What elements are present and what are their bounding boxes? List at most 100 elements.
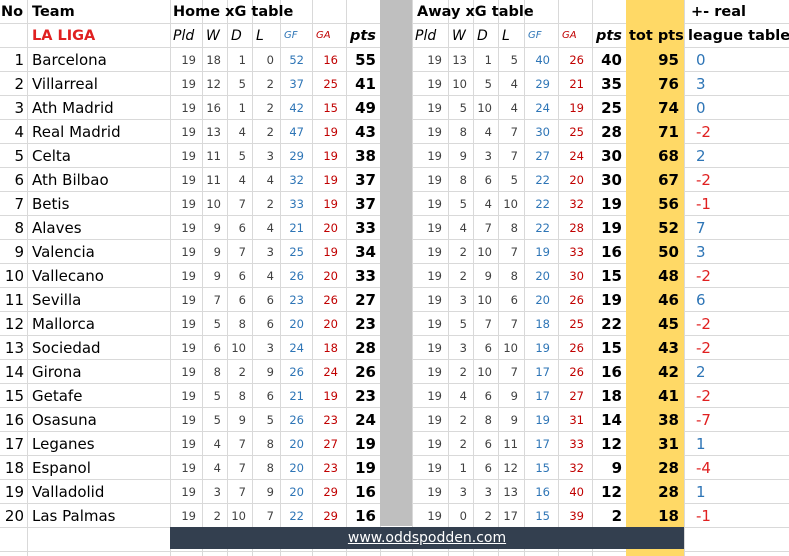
- away-gf-value: 16: [535, 485, 550, 499]
- away-pts-value: 28: [601, 123, 622, 141]
- away-pld-value: 19: [427, 269, 442, 283]
- away-pts-value: 12: [601, 483, 622, 501]
- home-ga-value: 18: [323, 341, 338, 355]
- home-pts-value: 37: [355, 171, 376, 189]
- away-gf-value: 17: [535, 437, 550, 451]
- home-w-value: 5: [213, 317, 221, 331]
- home-d-value: 9: [238, 413, 246, 427]
- home-l-value: 3: [266, 245, 274, 259]
- home-ga-value: 26: [323, 293, 338, 307]
- home-pld-header: Pld: [173, 28, 195, 44]
- away-ga-value: 25: [569, 317, 584, 331]
- home-ga-value: 19: [323, 149, 338, 163]
- home-d-value: 7: [238, 437, 246, 451]
- home-gf-value: 20: [289, 485, 304, 499]
- home-d-value: 6: [238, 221, 246, 235]
- home-w-value: 9: [213, 221, 221, 235]
- home-ga-value: 24: [323, 365, 338, 379]
- home-gf-value: 42: [289, 101, 304, 115]
- away-gf-value: 15: [535, 461, 550, 475]
- away-gf-value: 27: [535, 149, 550, 163]
- website-link[interactable]: www.oddspodden.com: [347, 530, 507, 546]
- home-d-value: 8: [238, 317, 246, 331]
- home-pld-value: 19: [181, 485, 196, 499]
- away-pts-value: 25: [601, 99, 622, 117]
- real-table-diff-value: 7: [696, 219, 706, 237]
- away-pts-value: 2: [611, 507, 622, 525]
- home-l-value: 2: [266, 77, 274, 91]
- away-pts-value: 19: [601, 291, 622, 309]
- team-name: Osasuna: [32, 411, 97, 429]
- home-pts-value: 23: [355, 315, 376, 333]
- home-pts-value: 49: [355, 99, 376, 117]
- real-table-diff-value: 6: [696, 291, 706, 309]
- real-table-diff-value: 1: [696, 483, 706, 501]
- away-w-value: 10: [452, 77, 467, 91]
- home-table-title: Home xG table: [173, 4, 294, 20]
- away-ga-value: 27: [569, 389, 584, 403]
- away-l-value: 12: [503, 461, 518, 475]
- home-pld-value: 19: [181, 293, 196, 307]
- away-gf-value: 30: [535, 125, 550, 139]
- away-d-value: 3: [484, 485, 492, 499]
- home-ga-value: 27: [323, 437, 338, 451]
- home-ga-value: 29: [323, 509, 338, 523]
- away-ga-value: 26: [569, 293, 584, 307]
- row-number: 11: [4, 291, 24, 309]
- home-d-value: 1: [238, 101, 246, 115]
- away-gf-header: GF: [528, 30, 542, 41]
- home-l-value: 8: [266, 461, 274, 475]
- away-d-value: 6: [484, 173, 492, 187]
- grid-line-vertical: [170, 0, 171, 556]
- home-pld-value: 19: [181, 269, 196, 283]
- away-d-value: 6: [484, 341, 492, 355]
- home-gf-value: 33: [289, 197, 304, 211]
- home-w-value: 11: [206, 173, 221, 187]
- home-pts-value: 19: [355, 435, 376, 453]
- home-pts-value: 19: [355, 459, 376, 477]
- away-gf-value: 22: [535, 173, 550, 187]
- real-table-diff-value: 0: [696, 99, 706, 117]
- away-pts-header: pts: [596, 28, 622, 44]
- home-gf-value: 20: [289, 317, 304, 331]
- tot-pts-value: 74: [658, 99, 679, 117]
- team-name: Sociedad: [32, 339, 101, 357]
- tot-pts-value: 28: [658, 459, 679, 477]
- home-d-value: 5: [238, 77, 246, 91]
- home-pts-value: 27: [355, 291, 376, 309]
- tot-pts-value: 67: [658, 171, 679, 189]
- away-ga-value: 24: [569, 149, 584, 163]
- home-ga-value: 20: [323, 269, 338, 283]
- row-number: 14: [4, 363, 24, 381]
- tot-pts-value: 45: [658, 315, 679, 333]
- home-d-value: 7: [238, 245, 246, 259]
- grid-line-vertical: [280, 0, 281, 556]
- away-l-value: 5: [510, 173, 518, 187]
- row-number: 18: [4, 459, 24, 477]
- team-name: Valencia: [32, 243, 95, 261]
- away-w-value: 9: [459, 149, 467, 163]
- row-number: 1: [14, 51, 24, 69]
- row-number: 15: [4, 387, 24, 405]
- away-gf-value: 20: [535, 269, 550, 283]
- home-pts-value: 24: [355, 411, 376, 429]
- home-l-value: 2: [266, 101, 274, 115]
- away-gf-value: 19: [535, 413, 550, 427]
- team-name: Las Palmas: [32, 507, 116, 525]
- tot-pts-value: 31: [658, 435, 679, 453]
- row-number: 20: [4, 507, 24, 525]
- away-ga-header: GA: [562, 30, 577, 41]
- home-ga-value: 23: [323, 413, 338, 427]
- away-pts-value: 16: [601, 243, 622, 261]
- website-footer[interactable]: www.oddspodden.com: [170, 527, 684, 549]
- away-ga-value: 26: [569, 365, 584, 379]
- away-w-value: 4: [459, 389, 467, 403]
- away-pld-value: 19: [427, 365, 442, 379]
- away-gf-value: 40: [535, 53, 550, 67]
- home-pld-value: 19: [181, 125, 196, 139]
- home-d-value: 10: [231, 509, 246, 523]
- home-pld-value: 19: [181, 245, 196, 259]
- away-pts-value: 22: [601, 315, 622, 333]
- home-w-value: 9: [213, 269, 221, 283]
- away-w-value: 1: [459, 461, 467, 475]
